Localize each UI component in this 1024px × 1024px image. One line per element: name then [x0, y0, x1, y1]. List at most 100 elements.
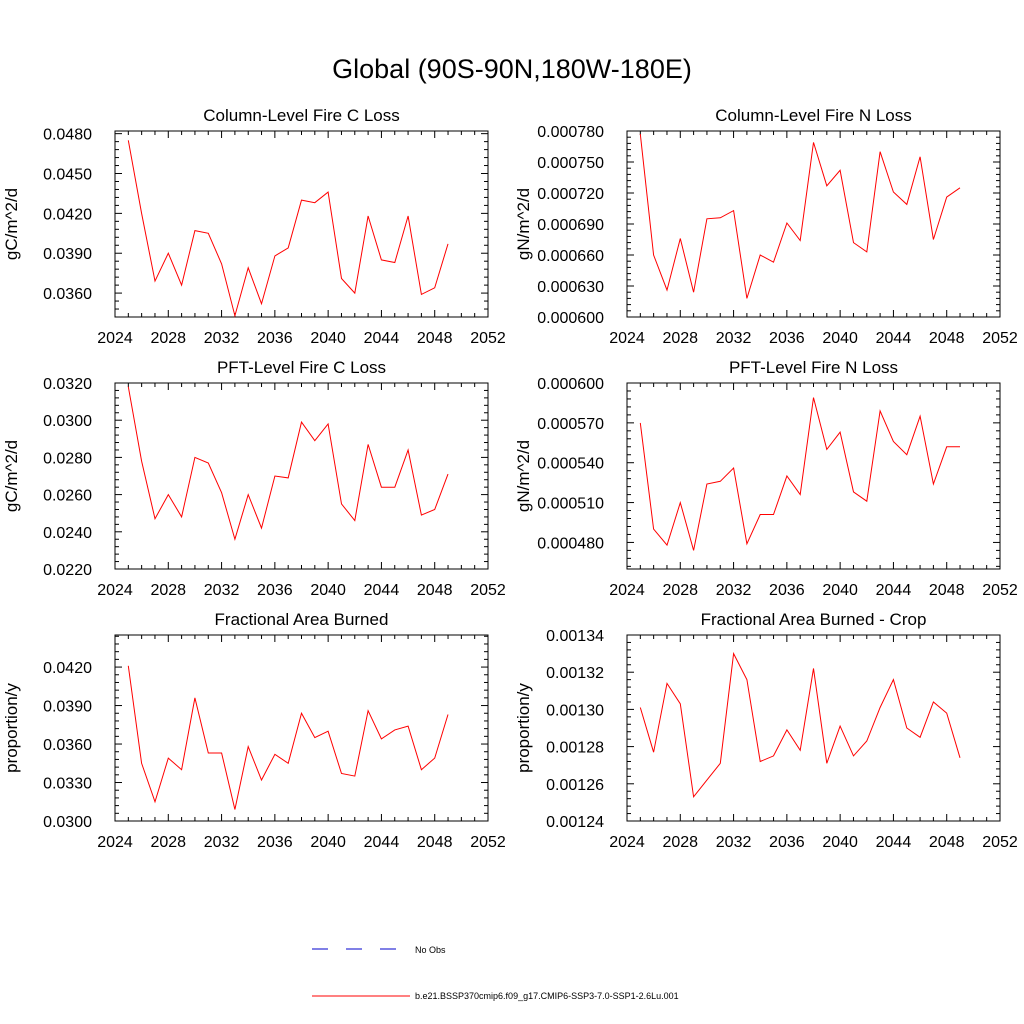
- panel-title: Fractional Area Burned: [215, 610, 389, 629]
- y-tick-label: 0.0450: [43, 167, 92, 184]
- y-tick-label: 0.0300: [43, 814, 92, 831]
- y-tick-label: 0.00134: [546, 628, 604, 645]
- chart-panel-4: PFT-Level Fire N Loss gN/m^2/d 2024 2028 203…: [514, 358, 1018, 599]
- y-tick-label: 0.000750: [537, 155, 604, 172]
- y-tick-label: 0.000690: [537, 217, 604, 234]
- plot-frame: [114, 382, 489, 570]
- x-tick-label: 2048: [929, 330, 965, 347]
- x-tick-label: 2036: [257, 834, 293, 851]
- x-tick-label: 2024: [97, 834, 133, 851]
- y-tick-label: 0.0330: [43, 776, 92, 793]
- series-line-1: [127, 140, 449, 318]
- plot-frame: [626, 634, 1001, 822]
- chart-panel-2: Column-Level Fire N Loss gN/m^2/d 2024 2028…: [514, 106, 1018, 347]
- x-tick-label: 2048: [417, 834, 453, 851]
- x-tick-label: 2048: [929, 834, 965, 851]
- y-axis-label: gC/m^2/d: [2, 440, 21, 512]
- y-tick-label: 0.0320: [43, 376, 92, 393]
- panel-title: Column-Level Fire C Loss: [203, 106, 400, 125]
- y-tick-label: 0.000720: [537, 186, 604, 203]
- y-tick-label: 0.0360: [43, 286, 92, 303]
- x-tick-label: 2052: [982, 330, 1018, 347]
- x-tick-label: 2048: [417, 582, 453, 599]
- x-tick-label: 2024: [609, 330, 645, 347]
- x-tick-label: 2044: [364, 582, 400, 599]
- y-tick-label: 0.000780: [537, 124, 604, 141]
- y-tick-label: 0.0390: [43, 246, 92, 263]
- x-tick-label: 2028: [662, 330, 698, 347]
- x-tick-label: 2028: [150, 330, 186, 347]
- x-tick-label: 2040: [310, 330, 346, 347]
- y-tick-label: 0.00132: [546, 665, 604, 682]
- y-tick-label: 0.0300: [43, 413, 92, 430]
- y-tick-label: 0.000510: [537, 496, 604, 513]
- x-tick-label: 2028: [150, 582, 186, 599]
- y-axis-label: gN/m^2/d: [514, 188, 533, 260]
- y-tick-label: 0.000540: [537, 456, 604, 473]
- legend: No Obs b.e21.BSSP370cmip6.f09_g17.CMIP6-…: [312, 945, 679, 1001]
- panel-title: PFT-Level Fire C Loss: [217, 358, 386, 377]
- x-tick-label: 2032: [716, 330, 752, 347]
- y-tick-label: 0.00126: [546, 777, 604, 794]
- panel-title: Column-Level Fire N Loss: [715, 106, 912, 125]
- plot-frame: [626, 382, 1001, 570]
- x-tick-label: 2032: [204, 834, 240, 851]
- figure-title: Global (90S-90N,180W-180E): [332, 54, 692, 84]
- x-tick-label: 2036: [257, 330, 293, 347]
- y-tick-label: 0.00128: [546, 740, 604, 757]
- x-tick-label: 2044: [876, 330, 912, 347]
- x-tick-label: 2036: [769, 582, 805, 599]
- plot-frame: [626, 130, 1001, 318]
- x-tick-label: 2032: [716, 582, 752, 599]
- series-line-1: [127, 386, 449, 541]
- panel-title: Fractional Area Burned - Crop: [701, 610, 927, 629]
- x-tick-label: 2040: [310, 834, 346, 851]
- x-tick-label: 2052: [982, 834, 1018, 851]
- legend-label-no-obs: No Obs: [415, 945, 446, 955]
- y-tick-label: 0.0220: [43, 562, 92, 579]
- y-tick-label: 0.000480: [537, 535, 604, 552]
- y-tick-label: 0.000600: [537, 376, 604, 393]
- y-tick-label: 0.000600: [537, 310, 604, 327]
- x-tick-label: 2032: [204, 330, 240, 347]
- chart-panel-3: PFT-Level Fire C Loss gC/m^2/d 2024 2028 203…: [2, 358, 506, 599]
- legend-label-model: b.e21.BSSP370cmip6.f09_g17.CMIP6-SSP3-7.…: [415, 991, 679, 1001]
- y-tick-label: 0.00124: [546, 814, 604, 831]
- x-tick-label: 2036: [257, 582, 293, 599]
- x-tick-label: 2028: [150, 834, 186, 851]
- y-axis-label: proportion/y: [2, 683, 21, 773]
- y-tick-label: 0.0280: [43, 450, 92, 467]
- y-tick-label: 0.0240: [43, 525, 92, 542]
- y-axis-label: proportion/y: [514, 683, 533, 773]
- chart-panel-5: Fractional Area Burned proportion/y 2024 20…: [2, 610, 506, 851]
- series-line-1: [127, 665, 449, 810]
- y-tick-label: 0.000630: [537, 279, 604, 296]
- x-tick-label: 2040: [822, 582, 858, 599]
- x-tick-label: 2024: [97, 330, 133, 347]
- y-axis-label: gC/m^2/d: [2, 188, 21, 260]
- y-axis-label: gN/m^2/d: [514, 440, 533, 512]
- x-tick-label: 2028: [662, 582, 698, 599]
- series-line-1: [639, 397, 960, 551]
- x-tick-label: 2048: [417, 330, 453, 347]
- x-tick-label: 2028: [662, 834, 698, 851]
- x-tick-label: 2024: [609, 834, 645, 851]
- panel-title: PFT-Level Fire N Loss: [729, 358, 898, 377]
- y-tick-label: 0.00130: [546, 702, 604, 719]
- x-tick-label: 2044: [876, 582, 912, 599]
- y-tick-label: 0.000660: [537, 248, 604, 265]
- x-tick-label: 2052: [982, 582, 1018, 599]
- x-tick-label: 2036: [769, 834, 805, 851]
- x-tick-label: 2036: [769, 330, 805, 347]
- x-tick-label: 2052: [470, 330, 506, 347]
- series-line-1: [639, 134, 961, 299]
- x-tick-label: 2052: [470, 582, 506, 599]
- x-tick-label: 2024: [97, 582, 133, 599]
- y-tick-label: 0.0360: [43, 737, 92, 754]
- x-tick-label: 2040: [822, 330, 858, 347]
- y-tick-label: 0.0390: [43, 699, 92, 716]
- x-tick-label: 2044: [364, 834, 400, 851]
- x-tick-label: 2040: [310, 582, 346, 599]
- x-tick-label: 2044: [876, 834, 912, 851]
